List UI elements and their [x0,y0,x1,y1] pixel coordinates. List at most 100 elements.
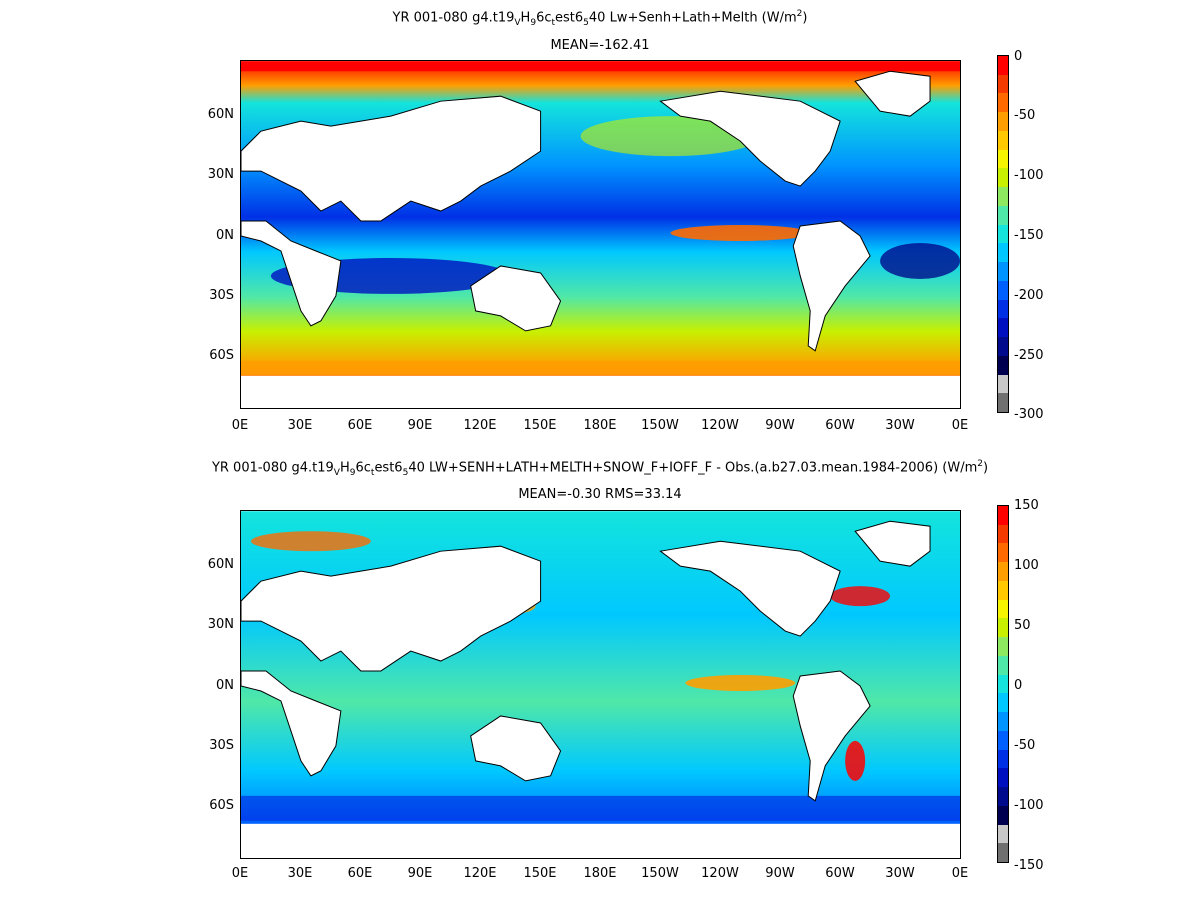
lon-label: 90W [765,418,795,433]
panel1-title-sub: 9 [530,17,537,28]
colorbar-segment [998,618,1008,638]
greenland [854,520,931,567]
lon-label: 120W [701,418,739,433]
colorbar-segment [998,599,1008,619]
lon-label: 0E [231,866,249,881]
colorbar-tick-label: -50 [1014,108,1036,123]
north-america [659,540,841,637]
colorbar-tick-label: 50 [1014,618,1031,633]
colorbar-segment [998,730,1008,751]
colorbar-segment [998,693,1008,713]
panel1-map [240,60,961,409]
panel2-title-text: H [339,460,350,476]
lon-label: 150E [523,418,557,433]
colorbar-segment [998,824,1008,844]
panel2-title-text: 6c [355,460,371,476]
southern-band [241,795,960,821]
lat-label: 0N [216,228,234,243]
panel2-title-text: YR 001-080 g4.t19 [211,460,334,476]
lon-label: 60W [825,866,855,881]
colorbar-segment [998,374,1008,394]
antarctica [241,375,960,408]
lon-label: 150W [641,866,679,881]
lon-label: 60E [347,866,373,881]
panel1-title-text: ) [802,10,808,26]
colorbar-segment [998,168,1008,188]
colorbar-segment [998,749,1008,769]
colorbar-tick-label: 150 [1014,498,1039,513]
lon-label: 150W [641,418,679,433]
colorbar-segment [998,805,1008,826]
colorbar-segment [998,224,1008,244]
colorbar-segment [998,318,1008,338]
panel1-title-text: YR 001-080 g4.t19 [392,10,515,26]
south-america [792,220,871,352]
equatorial-feature [670,225,811,241]
gulf-stream-feature [830,586,891,607]
colorbar-tick-label: -300 [1014,407,1044,422]
colorbar-segment [998,56,1008,76]
panel2-title-sub: 5 [402,467,409,478]
colorbar-segment [998,112,1008,132]
colorbar-segment [998,243,1008,263]
eurasia [241,95,542,222]
colorbar-segment [998,74,1008,94]
arctic-feature [250,531,371,552]
colorbar-segment [998,655,1008,676]
panel2-title: YR 001-080 g4.t19VH96ctest6540 LW+SENH+L… [0,456,1200,481]
colorbar-tick-label: -200 [1014,288,1044,303]
lat-label: 0N [216,678,234,693]
lon-label: 90W [765,866,795,881]
panel1-title-sup: 2 [796,9,803,19]
colorbar-segment [998,355,1008,376]
colorbar-segment [998,562,1008,582]
colorbar-segment [998,187,1008,207]
australia [470,265,562,332]
lon-label: 150E [523,866,557,881]
colorbar-segment [998,768,1008,788]
australia [470,715,562,782]
lon-label: 180E [583,418,617,433]
panel2-map [240,510,961,859]
colorbar-tick-label: 0 [1014,49,1023,64]
lon-label: 30W [885,418,915,433]
colorbar-segment [998,205,1008,226]
arctic-band [241,61,960,72]
panel1-title-text: est6 [555,10,584,26]
lon-label: 60E [347,418,373,433]
lat-label: 30S [209,738,234,753]
colorbar-tick-label: -250 [1014,348,1044,363]
panel1-title-text: 40 Lw+Senh+Lath+Melth (W/m [588,10,797,26]
africa [241,220,342,327]
colorbar-tick-label: -100 [1014,168,1044,183]
south-atlantic-feature [845,740,866,781]
panel2-title-sub: 9 [349,467,356,478]
lon-label: 120W [701,866,739,881]
africa [241,670,342,777]
colorbar-segment [998,787,1008,807]
panel2-mean: MEAN=-0.30 RMS=33.14 [518,487,682,502]
colorbar-segment [998,580,1008,601]
colorbar-segment [998,674,1008,694]
colorbar-segment [998,543,1008,563]
equatorial-feature [685,675,796,691]
lon-label: 0E [231,418,249,433]
colorbar-segment [998,280,1008,301]
greenland [854,70,931,117]
panel2-title-sub: t [370,467,375,478]
panel1-title-text: H [520,10,531,26]
lat-label: 60S [209,348,234,363]
colorbar-segment [998,712,1008,732]
panel1-colorbar [997,55,1009,413]
colorbar-tick-label: -150 [1014,858,1044,873]
lon-label: 30E [287,418,313,433]
southern-band [241,360,960,375]
panel2-title-sub: V [333,467,340,478]
panel2-title-text: ) [982,460,989,476]
north-pacific-feature [580,116,761,157]
panel1-mean: MEAN=-162.41 [550,38,650,53]
panel1-title: YR 001-080 g4.t19VH96ctest6540 Lw+Senh+L… [0,6,1200,31]
lat-label: 30S [209,288,234,303]
colorbar-segment [998,149,1008,169]
lon-label: 120E [463,866,497,881]
